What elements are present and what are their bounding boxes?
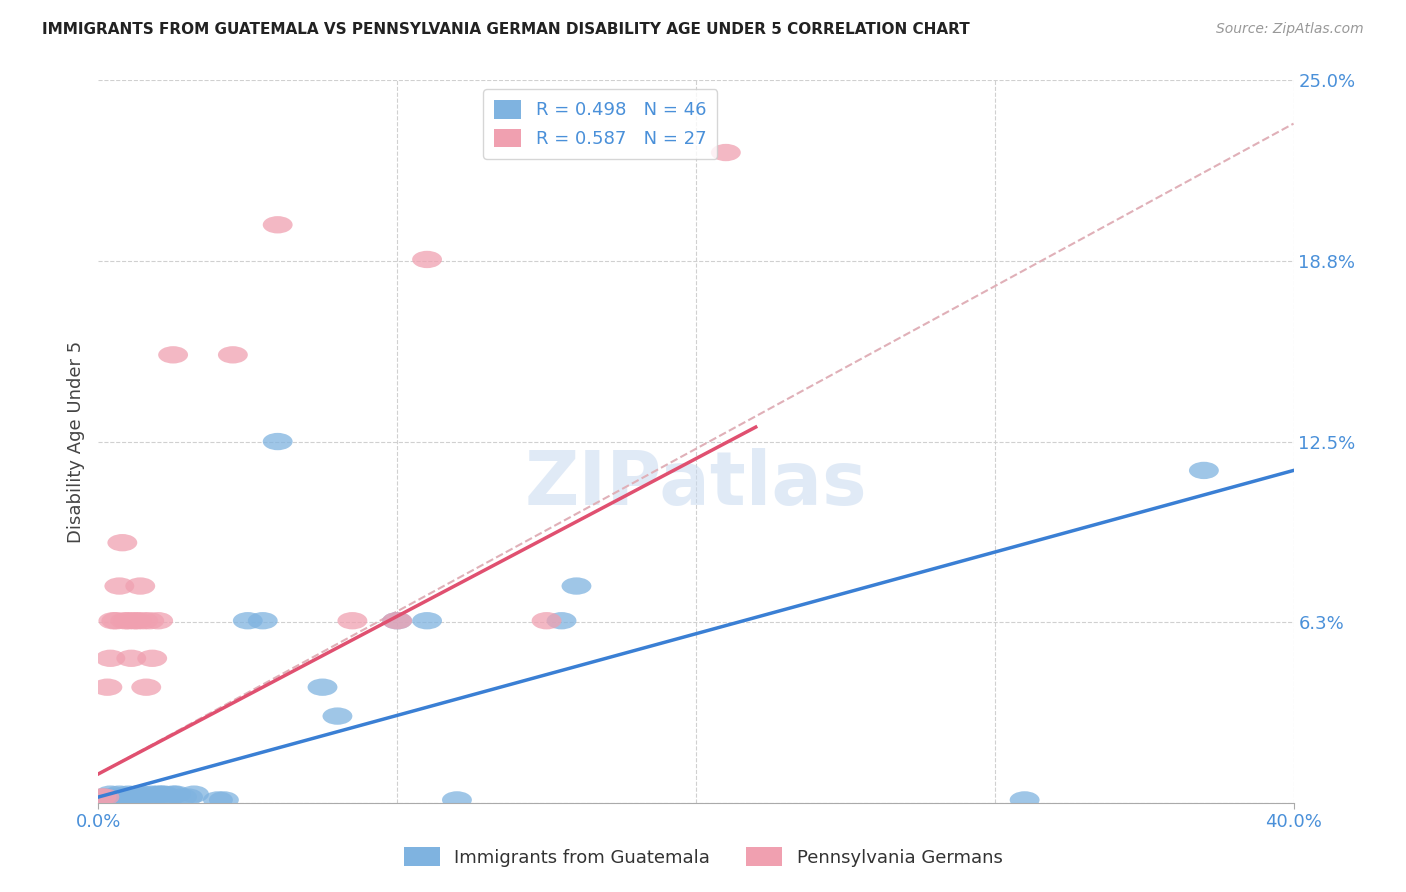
Ellipse shape [128,786,159,803]
Ellipse shape [162,786,191,803]
Ellipse shape [209,791,239,808]
Ellipse shape [233,612,263,630]
Ellipse shape [90,789,120,805]
Ellipse shape [87,789,117,805]
Ellipse shape [308,679,337,696]
Ellipse shape [173,789,202,805]
Ellipse shape [96,791,125,808]
Ellipse shape [441,791,472,808]
Ellipse shape [263,216,292,234]
Ellipse shape [218,346,247,364]
Ellipse shape [96,786,125,803]
Ellipse shape [101,612,131,630]
Ellipse shape [143,612,173,630]
Ellipse shape [104,786,135,803]
Ellipse shape [143,786,173,803]
Ellipse shape [1010,791,1039,808]
Ellipse shape [125,577,155,595]
Ellipse shape [111,789,141,805]
Legend: R = 0.498   N = 46, R = 0.587   N = 27: R = 0.498 N = 46, R = 0.587 N = 27 [484,89,717,159]
Ellipse shape [125,789,155,805]
Text: IMMIGRANTS FROM GUATEMALA VS PENNSYLVANIA GERMAN DISABILITY AGE UNDER 5 CORRELAT: IMMIGRANTS FROM GUATEMALA VS PENNSYLVANI… [42,22,970,37]
Ellipse shape [120,612,149,630]
Text: Source: ZipAtlas.com: Source: ZipAtlas.com [1216,22,1364,37]
Ellipse shape [146,786,176,803]
Ellipse shape [111,612,141,630]
Ellipse shape [128,612,159,630]
Ellipse shape [382,612,412,630]
Ellipse shape [322,707,353,725]
Ellipse shape [149,786,179,803]
Ellipse shape [135,789,165,805]
Ellipse shape [412,251,441,268]
Ellipse shape [547,612,576,630]
Ellipse shape [90,791,120,808]
Ellipse shape [159,786,188,803]
Ellipse shape [561,577,592,595]
Legend: Immigrants from Guatemala, Pennsylvania Germans: Immigrants from Guatemala, Pennsylvania … [396,840,1010,874]
Ellipse shape [1189,462,1219,479]
Ellipse shape [114,612,143,630]
Ellipse shape [263,433,292,450]
Ellipse shape [167,789,197,805]
Ellipse shape [87,791,117,808]
Ellipse shape [135,612,165,630]
Ellipse shape [131,789,162,805]
Ellipse shape [117,789,146,805]
Text: ZIPatlas: ZIPatlas [524,449,868,522]
Ellipse shape [152,789,183,805]
Ellipse shape [96,649,125,667]
Ellipse shape [247,612,278,630]
Ellipse shape [179,786,209,803]
Ellipse shape [122,612,152,630]
Ellipse shape [382,612,412,630]
Ellipse shape [104,577,135,595]
Ellipse shape [159,346,188,364]
Ellipse shape [412,612,441,630]
Ellipse shape [90,789,120,805]
Y-axis label: Disability Age Under 5: Disability Age Under 5 [66,341,84,542]
Ellipse shape [122,786,152,803]
Ellipse shape [337,612,367,630]
Ellipse shape [138,649,167,667]
Ellipse shape [98,789,128,805]
Ellipse shape [117,649,146,667]
Ellipse shape [101,789,131,805]
Ellipse shape [711,144,741,161]
Ellipse shape [138,786,167,803]
Ellipse shape [114,791,143,808]
Ellipse shape [202,791,233,808]
Ellipse shape [93,789,122,805]
Ellipse shape [120,789,149,805]
Ellipse shape [107,789,138,805]
Ellipse shape [155,789,186,805]
Ellipse shape [93,679,122,696]
Ellipse shape [98,612,128,630]
Ellipse shape [101,791,131,808]
Ellipse shape [531,612,561,630]
Ellipse shape [114,786,143,803]
Ellipse shape [131,679,162,696]
Ellipse shape [107,534,138,551]
